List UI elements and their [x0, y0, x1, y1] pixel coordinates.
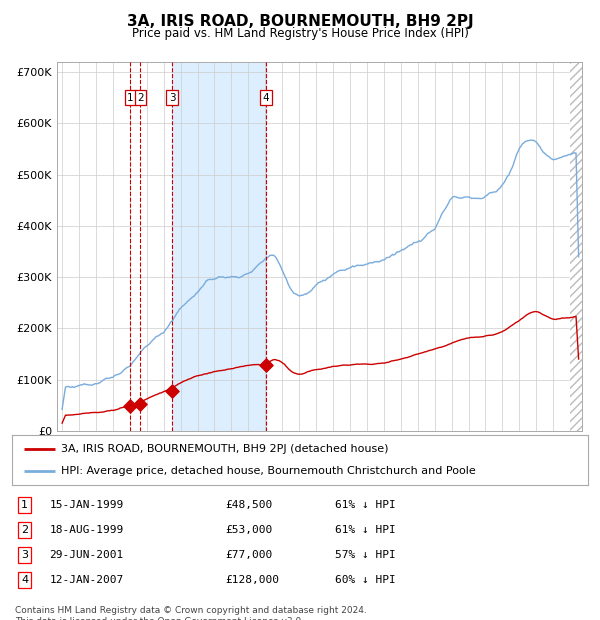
Text: 2: 2 — [137, 93, 144, 103]
Text: HPI: Average price, detached house, Bournemouth Christchurch and Poole: HPI: Average price, detached house, Bour… — [61, 466, 476, 476]
Text: 2: 2 — [21, 525, 28, 535]
Text: Contains HM Land Registry data © Crown copyright and database right 2024.
This d: Contains HM Land Registry data © Crown c… — [15, 606, 367, 620]
Point — [125, 401, 135, 411]
Bar — [172, 62, 266, 431]
Text: 61% ↓ HPI: 61% ↓ HPI — [335, 500, 395, 510]
Text: Price paid vs. HM Land Registry's House Price Index (HPI): Price paid vs. HM Land Registry's House … — [131, 27, 469, 40]
Bar — [570, 62, 582, 431]
Text: 60% ↓ HPI: 60% ↓ HPI — [335, 575, 395, 585]
Text: 3A, IRIS ROAD, BOURNEMOUTH, BH9 2PJ (detached house): 3A, IRIS ROAD, BOURNEMOUTH, BH9 2PJ (det… — [61, 444, 388, 454]
Point — [167, 386, 177, 396]
Text: £77,000: £77,000 — [225, 550, 272, 560]
Text: £128,000: £128,000 — [225, 575, 279, 585]
Text: 18-AUG-1999: 18-AUG-1999 — [49, 525, 124, 535]
Text: 15-JAN-1999: 15-JAN-1999 — [49, 500, 124, 510]
Text: 61% ↓ HPI: 61% ↓ HPI — [335, 525, 395, 535]
Text: 4: 4 — [263, 93, 269, 103]
Point — [261, 360, 271, 370]
Text: 1: 1 — [21, 500, 28, 510]
Text: £48,500: £48,500 — [225, 500, 272, 510]
Text: 12-JAN-2007: 12-JAN-2007 — [49, 575, 124, 585]
Text: 1: 1 — [127, 93, 134, 103]
Text: 4: 4 — [21, 575, 28, 585]
Point — [136, 399, 145, 409]
Text: 3: 3 — [169, 93, 175, 103]
Text: 57% ↓ HPI: 57% ↓ HPI — [335, 550, 395, 560]
Text: 3: 3 — [21, 550, 28, 560]
Bar — [570, 62, 582, 431]
Text: £53,000: £53,000 — [225, 525, 272, 535]
Text: 29-JUN-2001: 29-JUN-2001 — [49, 550, 124, 560]
Text: 3A, IRIS ROAD, BOURNEMOUTH, BH9 2PJ: 3A, IRIS ROAD, BOURNEMOUTH, BH9 2PJ — [127, 14, 473, 29]
